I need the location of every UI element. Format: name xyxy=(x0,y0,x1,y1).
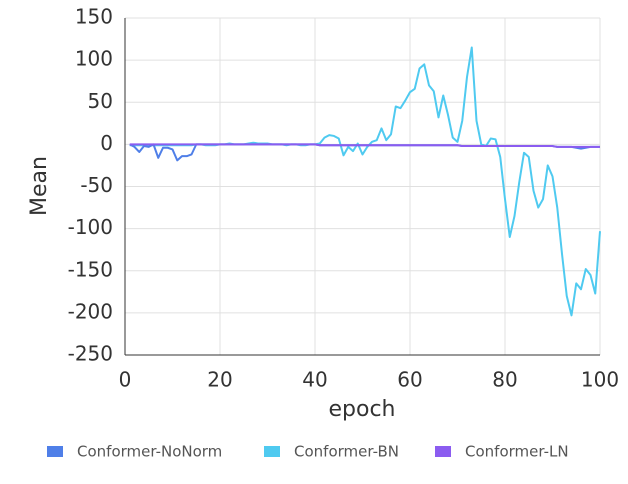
legend-label: Conformer-NoNorm xyxy=(77,443,222,461)
y-axis-title: Mean xyxy=(27,156,52,216)
x-tick-label: 0 xyxy=(119,368,132,392)
y-tick-label: -250 xyxy=(68,342,113,366)
x-tick-label: 100 xyxy=(581,368,619,392)
series-line xyxy=(129,46,601,317)
y-tick-label: -100 xyxy=(68,215,113,239)
legend-swatch xyxy=(47,446,63,457)
y-tick-label: -150 xyxy=(68,257,113,281)
legend-label: Conformer-BN xyxy=(294,443,399,461)
legend-swatch xyxy=(435,446,451,457)
x-axis-title: epoch xyxy=(329,397,396,422)
x-tick-label: 80 xyxy=(492,368,517,392)
y-tick-label: -50 xyxy=(80,173,113,197)
x-tick-label: 40 xyxy=(302,368,327,392)
x-tick-label: 20 xyxy=(207,368,232,392)
legend-label: Conformer-LN xyxy=(465,443,569,461)
y-tick-label: 150 xyxy=(75,5,113,29)
series-line xyxy=(129,143,600,148)
y-tick-label: -200 xyxy=(68,299,113,323)
x-tick-label: 60 xyxy=(397,368,422,392)
y-tick-label: 100 xyxy=(75,47,113,71)
y-tick-label: 50 xyxy=(88,89,113,113)
y-tick-label: 0 xyxy=(100,131,113,155)
legend-swatch xyxy=(264,446,280,457)
